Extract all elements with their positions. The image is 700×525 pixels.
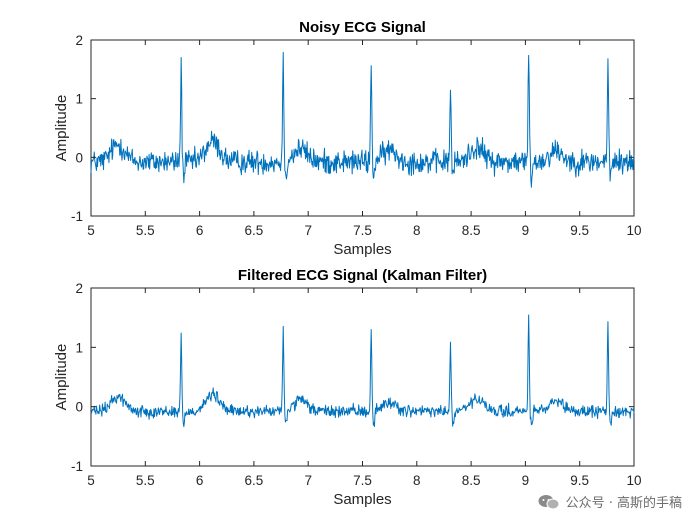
y-tick-label: 2 [75, 33, 83, 48]
watermark: 公众号 · 高斯的手稿 [538, 492, 682, 511]
x-tick-label: 6.5 [245, 223, 264, 238]
signal-line [90, 51, 635, 188]
x-tick-label: 9 [522, 223, 530, 238]
x-tick-label: 6.5 [245, 473, 264, 488]
x-tick-label: 6 [196, 473, 204, 488]
x-tick-label: 5 [87, 223, 95, 238]
watermark-text: 公众号 · 高斯的手稿 [565, 496, 682, 511]
y-tick-label: 2 [75, 281, 83, 296]
x-axis-label: Samples [333, 241, 391, 258]
y-tick-label: 1 [75, 340, 83, 355]
x-tick-label: 9.5 [570, 473, 589, 488]
x-tick-label: 9.5 [570, 223, 589, 238]
chart-panel-2: 5 5.5 6 6.5 7 7.5 8 8.5 9 9.5 10 -1 0 1 2 Filtered ECG … [53, 267, 642, 508]
x-tick-label: 5.5 [136, 473, 155, 488]
x-axis-label: Samples [333, 491, 391, 508]
y-tick-label: 1 [75, 92, 83, 107]
y-axis-label: Amplitude [53, 344, 70, 411]
x-tick-label: 5.5 [136, 223, 155, 238]
x-tick-label: 10 [626, 223, 641, 238]
y-tick-label: 0 [75, 150, 83, 165]
x-tick-label: 8 [413, 473, 421, 488]
x-tick-label: 6 [196, 223, 204, 238]
x-tick-label: 8.5 [462, 473, 481, 488]
wechat-icon [538, 494, 560, 510]
x-tick-label: 7 [304, 223, 312, 238]
x-tick-label: 8 [413, 223, 421, 238]
signal-line [90, 314, 635, 428]
plot-area [90, 287, 635, 467]
y-tick-label: 0 [75, 400, 83, 415]
x-tick-label: 7.5 [353, 473, 372, 488]
chart-title: Filtered ECG Signal (Kalman Filter) [238, 267, 487, 284]
x-tick-label: 9 [522, 473, 530, 488]
x-tick-label: 10 [626, 473, 641, 488]
x-tick-label: 7 [304, 473, 312, 488]
x-tick-label: 7.5 [353, 223, 372, 238]
chart-title: Noisy ECG Signal [299, 19, 426, 36]
chart-panel-1: 5 5.5 6 6.5 7 7.5 8 8.5 9 9.5 10 -1 0 1 2 Noisy ECG Sig… [53, 19, 642, 258]
y-tick-label: -1 [71, 209, 83, 224]
x-tick-label: 8.5 [462, 223, 481, 238]
y-axis-label: Amplitude [53, 95, 70, 162]
x-tick-label: 5 [87, 473, 95, 488]
plot-area [90, 39, 635, 217]
y-tick-label: -1 [71, 459, 83, 474]
